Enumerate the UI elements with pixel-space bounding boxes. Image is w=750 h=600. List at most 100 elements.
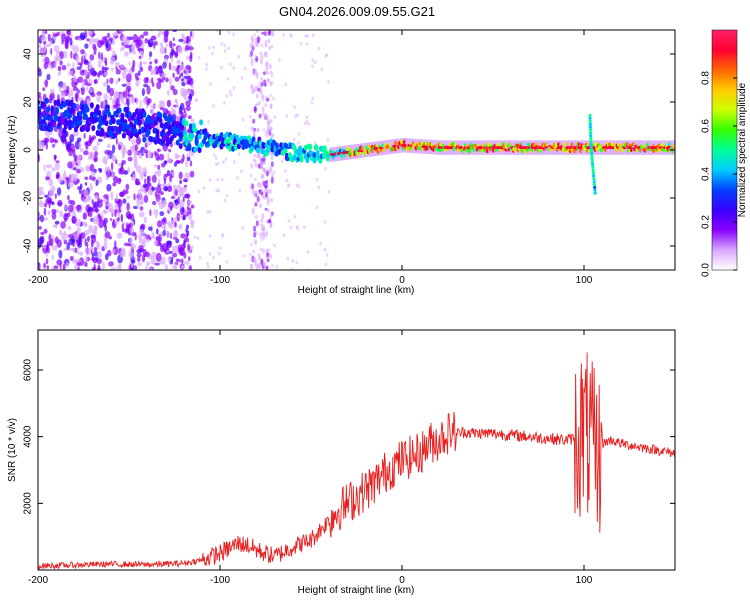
heatmap-cell bbox=[189, 30, 193, 38]
heatmap-cell bbox=[311, 64, 314, 69]
heatmap-cell bbox=[172, 252, 178, 258]
heatmap-cell bbox=[40, 231, 45, 236]
heatmap-cell bbox=[88, 87, 94, 93]
heatmap-cell bbox=[43, 114, 48, 121]
heatmap-cell bbox=[125, 97, 129, 105]
heatmap-cell bbox=[160, 42, 164, 48]
heatmap-cell bbox=[314, 169, 318, 174]
heatmap-cell bbox=[151, 200, 157, 206]
heatmap-cell bbox=[94, 151, 99, 157]
heatmap-cell bbox=[112, 32, 118, 37]
heatmap-cell bbox=[47, 210, 51, 216]
heatmap-cell bbox=[185, 224, 190, 230]
heatmap-cell bbox=[217, 251, 221, 256]
heatmap-cell bbox=[79, 251, 84, 256]
heatmap-cell bbox=[58, 249, 63, 259]
colorbar-ticks: 0.0 0.2 0.4 0.6 0.8 bbox=[701, 71, 737, 277]
x-tick-label: -100 bbox=[210, 275, 230, 286]
heatmap-cell bbox=[110, 56, 116, 62]
heatmap-cell bbox=[262, 160, 266, 165]
heatmap-cell bbox=[250, 85, 253, 89]
heatmap-cell bbox=[129, 226, 134, 234]
heatmap-cell bbox=[292, 137, 296, 142]
heatmap-cell bbox=[206, 210, 210, 214]
heatmap-cell bbox=[593, 191, 597, 195]
heatmap-cell bbox=[97, 60, 102, 68]
chart-title: GN04.2026.009.09.55.G21 bbox=[279, 4, 435, 19]
heatmap-cell bbox=[315, 205, 319, 210]
heatmap-cell bbox=[282, 33, 285, 37]
heatmap-cell bbox=[178, 223, 183, 230]
heatmap-cell bbox=[270, 80, 274, 85]
heatmap-cell bbox=[153, 208, 159, 216]
heatmap-cell bbox=[55, 162, 60, 171]
heatmap-cell bbox=[78, 142, 82, 149]
heatmap-cell bbox=[110, 162, 114, 171]
heatmap-cell bbox=[263, 83, 267, 87]
heatmap-cell bbox=[105, 41, 109, 49]
heatmap-cell bbox=[124, 51, 129, 57]
heatmap-cell bbox=[137, 256, 141, 263]
heatmap-cell bbox=[314, 60, 317, 65]
heatmap-cell bbox=[139, 201, 143, 206]
heatmap-cell bbox=[74, 247, 78, 253]
heatmap-cell bbox=[70, 143, 75, 153]
heatmap-cell bbox=[190, 132, 195, 139]
heatmap-cell bbox=[255, 190, 259, 195]
heatmap-cell bbox=[71, 215, 77, 224]
heatmap-cell bbox=[155, 133, 160, 140]
heatmap-cell bbox=[174, 160, 181, 164]
heatmap-cell bbox=[145, 265, 148, 270]
heatmap-cell bbox=[66, 30, 70, 35]
heatmap-cell bbox=[109, 77, 114, 84]
heatmap-cell bbox=[111, 98, 115, 106]
heatmap-cell bbox=[118, 202, 121, 212]
heatmap-cell bbox=[57, 65, 62, 72]
heatmap-cell bbox=[146, 261, 151, 267]
heatmap-cell bbox=[270, 176, 274, 184]
heatmap-cell bbox=[262, 71, 266, 76]
heatmap-cell bbox=[258, 262, 262, 269]
heatmap-cell bbox=[206, 261, 209, 266]
heatmap-cell bbox=[97, 267, 101, 270]
heatmap-cell bbox=[285, 178, 289, 183]
heatmap-cell bbox=[56, 187, 62, 196]
heatmap-cell bbox=[86, 85, 89, 92]
heatmap-cell bbox=[262, 112, 265, 117]
heatmap-cell bbox=[49, 238, 54, 247]
heatmap-cell bbox=[78, 110, 83, 117]
heatmap-cell bbox=[92, 267, 96, 270]
heatmap-cell bbox=[297, 132, 301, 136]
heatmap-cell bbox=[303, 121, 307, 126]
heatmap-cell bbox=[593, 185, 597, 189]
heatmap-cell bbox=[250, 257, 253, 262]
heatmap-cell bbox=[53, 45, 60, 52]
heatmap-cell bbox=[199, 119, 204, 126]
heatmap-cell bbox=[174, 230, 178, 238]
heatmap-cell bbox=[111, 144, 116, 154]
heatmap-cell bbox=[174, 189, 178, 197]
heatmap-cell bbox=[49, 94, 53, 100]
x-tick-label: 0 bbox=[399, 275, 405, 286]
heatmap-cell bbox=[128, 250, 134, 259]
heatmap-cell bbox=[591, 162, 595, 166]
heatmap-cell bbox=[323, 220, 327, 224]
heatmap-cell bbox=[169, 205, 173, 212]
heatmap-cell bbox=[167, 89, 170, 96]
heatmap-cell bbox=[130, 139, 137, 145]
heatmap-cell bbox=[81, 55, 84, 65]
heatmap-cell bbox=[197, 189, 201, 194]
heatmap-cell bbox=[106, 84, 111, 94]
heatmap-cell bbox=[266, 196, 270, 201]
heatmap-cell bbox=[142, 111, 147, 118]
heatmap-cell bbox=[324, 166, 327, 171]
heatmap-cell bbox=[273, 170, 276, 174]
heatmap-cell bbox=[223, 198, 227, 203]
heatmap-cell bbox=[257, 163, 261, 169]
heatmap-cell bbox=[178, 143, 183, 150]
heatmap-cell bbox=[258, 80, 262, 87]
heatmap-cell bbox=[49, 125, 54, 132]
heatmap-cell bbox=[146, 85, 151, 95]
